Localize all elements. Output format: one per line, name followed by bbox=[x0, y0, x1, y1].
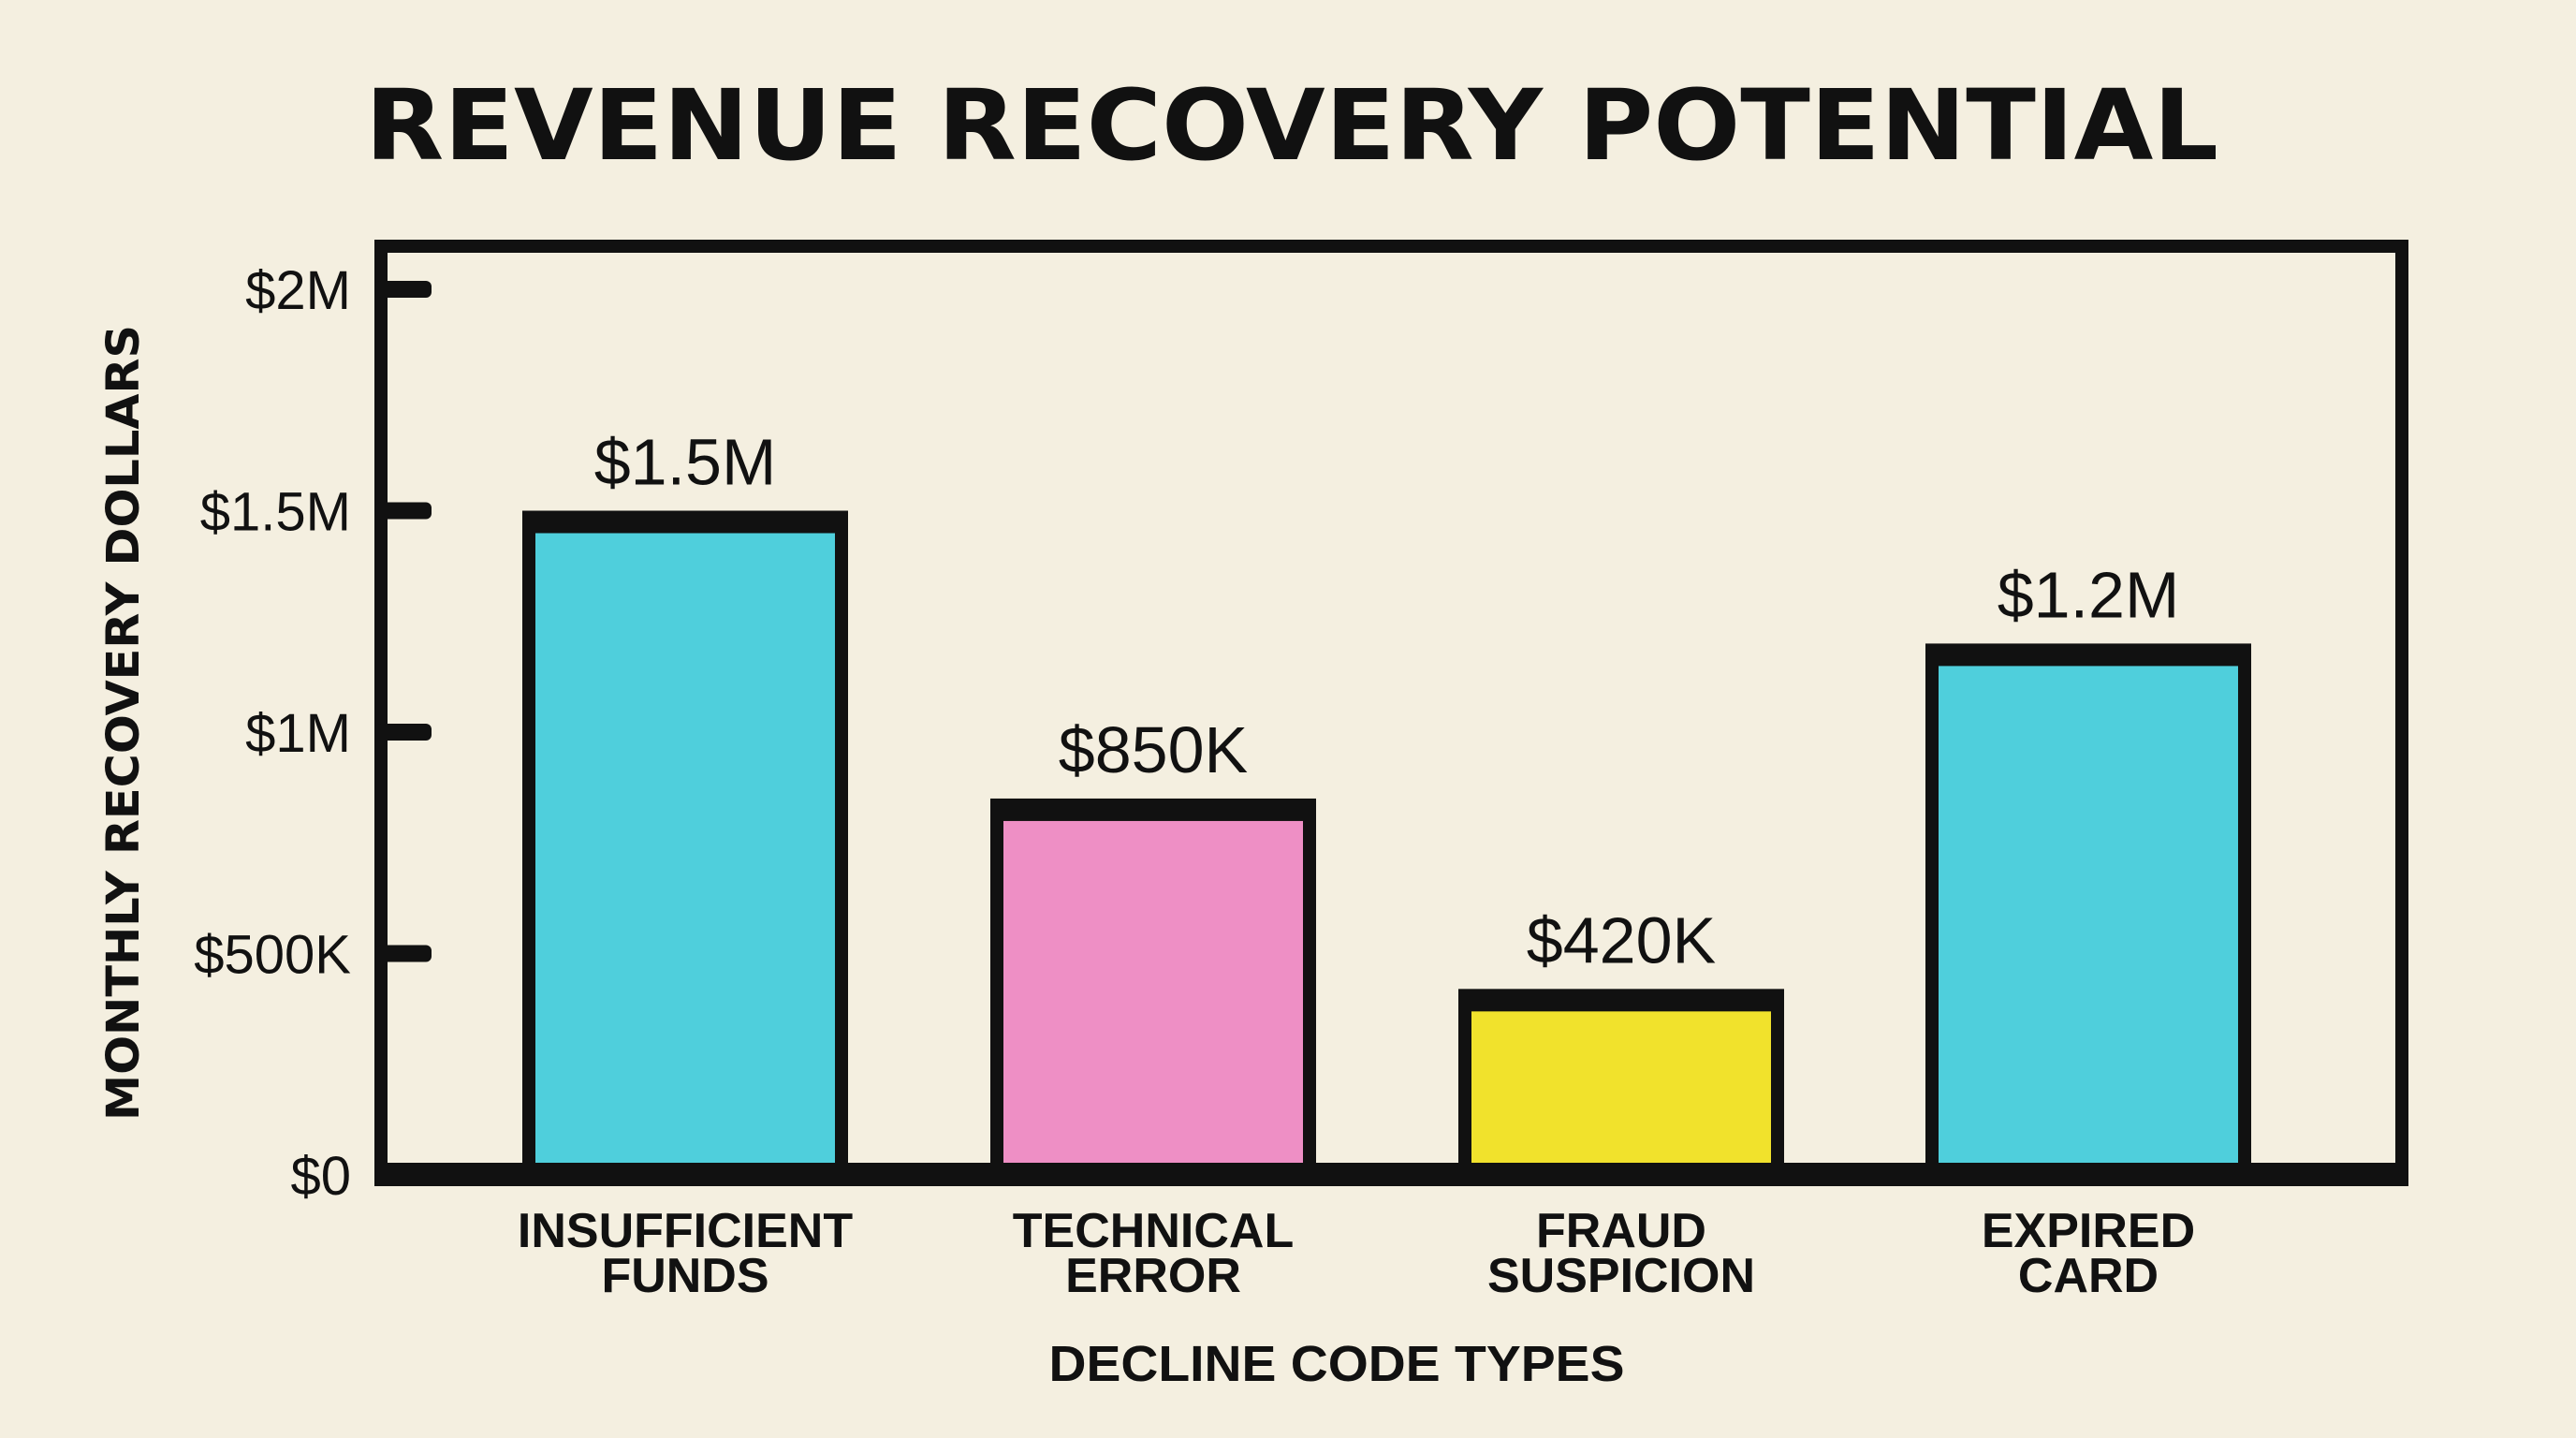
data-label: $420K bbox=[1527, 903, 1716, 976]
data-label: $1.5M bbox=[594, 426, 777, 499]
bar bbox=[535, 533, 835, 1175]
x-tick-label: ERROR bbox=[1065, 1249, 1241, 1303]
bar bbox=[1003, 820, 1303, 1175]
x-tick-label: TECHNICAL bbox=[1013, 1204, 1294, 1258]
y-tick-mark bbox=[375, 281, 432, 298]
x-tick-label: FRAUD bbox=[1536, 1204, 1706, 1258]
data-label: $850K bbox=[1059, 713, 1248, 786]
x-tick-label: CARD bbox=[2018, 1249, 2159, 1303]
y-tick-mark bbox=[375, 502, 432, 520]
x-tick-label: SUSPICION bbox=[1487, 1249, 1755, 1303]
y-axis-title: MONTHLY RECOVERY DOLLARS bbox=[97, 325, 150, 1121]
plot-area: $0 $500K $1M $1.5M $2M $1.5M INSUFFICIENTFUNDS… bbox=[194, 240, 2408, 1303]
x-tick-label: EXPIRED bbox=[1982, 1204, 2195, 1258]
y-tick-label: $0 bbox=[290, 1146, 351, 1207]
y-tick-mark bbox=[375, 724, 432, 741]
x-tick-label: FUNDS bbox=[601, 1249, 768, 1303]
bar bbox=[1939, 666, 2238, 1175]
y-tick-label: $500K bbox=[194, 925, 351, 986]
y-tick-label: $2M bbox=[245, 260, 351, 321]
x-tick-label: INSUFFICIENT bbox=[518, 1204, 853, 1258]
y-tick-mark bbox=[375, 945, 432, 962]
chart-title: REVENUE RECOVERY POTENTIAL bbox=[365, 68, 2218, 183]
bar bbox=[1471, 1011, 1771, 1175]
y-tick-label: $1.5M bbox=[200, 482, 351, 543]
x-axis-title: DECLINE CODE TYPES bbox=[1049, 1336, 1625, 1392]
data-label: $1.2M bbox=[1998, 558, 2180, 631]
x-axis-line bbox=[374, 1163, 2408, 1186]
y-tick-label: $1M bbox=[245, 703, 351, 764]
